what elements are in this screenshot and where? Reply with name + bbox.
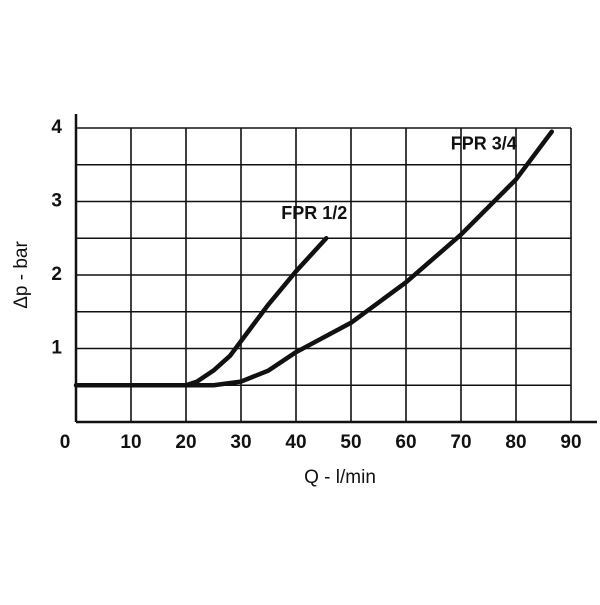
y-tick-label: 2 (51, 264, 62, 285)
y-tick-label: 3 (51, 191, 62, 212)
x-tick-label: 20 (175, 432, 196, 453)
x-tick-label: 60 (395, 432, 416, 453)
y-tick-label: 4 (51, 117, 62, 138)
x-tick-label: 40 (285, 432, 306, 453)
series-label: FPR 1/2 (281, 203, 347, 223)
x-tick-label: 30 (230, 432, 251, 453)
y-tick-label: 1 (51, 338, 62, 359)
x-tick-label: 50 (340, 432, 361, 453)
x-tick-label: 90 (560, 432, 581, 453)
x-tick-label: 70 (450, 432, 471, 453)
series-label: FPR 3/4 (451, 133, 517, 153)
x-axis-label: Q - l/min (304, 467, 376, 488)
x-tick-label: 10 (120, 432, 141, 453)
x-tick-label: 0 (60, 432, 71, 453)
series-line (183, 129, 554, 388)
y-axis-label: Δp - bar (11, 241, 32, 309)
x-tick-label: 80 (505, 432, 526, 453)
